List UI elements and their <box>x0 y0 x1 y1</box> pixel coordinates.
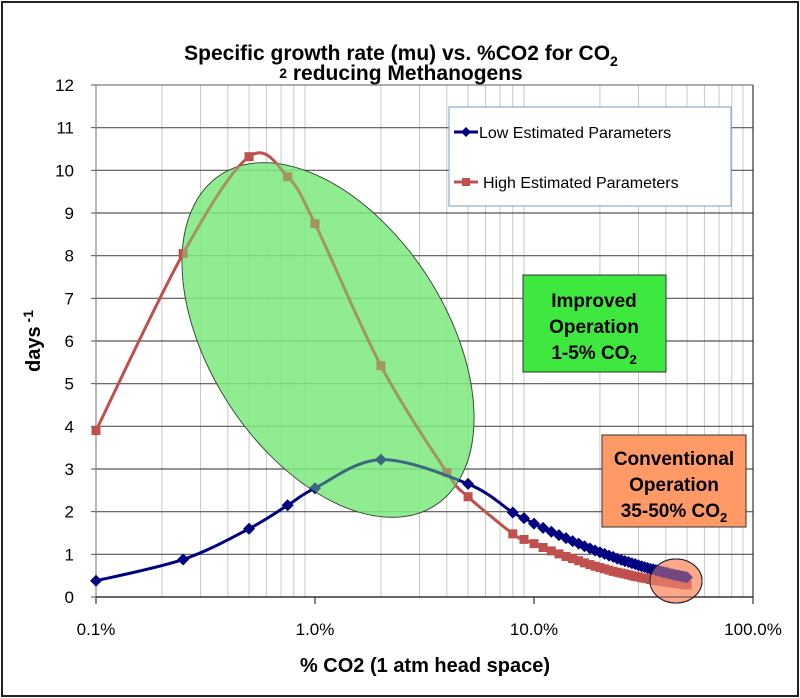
chart-title-line-2: 2 reducing Methanogens <box>279 62 522 85</box>
y-tick-label: 6 <box>65 332 74 351</box>
data-point <box>554 549 564 559</box>
data-point <box>281 499 294 512</box>
diamond-marker-icon <box>461 127 471 137</box>
x-axis-title: % CO2 (1 atm head space) <box>300 655 550 677</box>
conventional-operation-box <box>601 434 747 528</box>
data-point <box>177 553 190 566</box>
improved-line-3: 1-5% CO2 <box>551 343 636 367</box>
y-tick-label: 0 <box>65 588 74 607</box>
square-marker-icon <box>462 178 470 186</box>
conventional-line-3: 35-50% CO2 <box>621 501 728 525</box>
conventional-operation-note: Conventional Operation 35-50% CO2 <box>601 434 747 528</box>
conventional-operation-ellipse-tint <box>649 558 703 604</box>
data-point <box>538 543 548 553</box>
legend-item-low: Low Estimated Parameters <box>454 125 671 142</box>
data-point <box>561 551 571 561</box>
y-tick-label: 12 <box>55 76 74 95</box>
improved-operation-note: Improved Operation 1-5% CO2 <box>522 274 667 373</box>
data-point <box>90 574 102 587</box>
x-tick-label: 0.1% <box>77 620 116 639</box>
y-tick-label: 7 <box>65 289 74 308</box>
data-point <box>528 517 540 530</box>
series-high <box>91 151 692 590</box>
x-tick-label: 100.0% <box>724 620 782 639</box>
y-axis-title: days-1 <box>20 310 45 372</box>
improved-operation-ellipse <box>181 162 475 518</box>
improved-line-2: Operation <box>549 317 639 338</box>
improved-operation-box <box>522 274 667 373</box>
data-point <box>517 512 530 525</box>
y-tick-label: 1 <box>65 545 74 564</box>
data-point <box>283 172 293 182</box>
legend-label-high: High Estimated Parameters <box>483 175 679 192</box>
data-point <box>376 361 386 371</box>
legend-label-low: Low Estimated Parameters <box>479 125 671 142</box>
data-point <box>463 492 473 502</box>
data-point <box>178 249 188 259</box>
conventional-line-1: Conventional <box>614 449 734 470</box>
data-point <box>442 467 452 477</box>
y-tick-label: 2 <box>65 503 74 522</box>
x-tick-label: 1.0% <box>296 620 335 639</box>
data-point <box>537 521 550 534</box>
ellipse-overlays <box>182 162 703 604</box>
y-tick-label: 3 <box>65 460 74 479</box>
data-point <box>590 561 600 571</box>
series-group <box>90 151 694 590</box>
data-point <box>508 529 518 539</box>
y-tick-label: 5 <box>65 375 74 394</box>
y-tick-label: 9 <box>65 204 74 223</box>
data-point <box>91 426 101 436</box>
data-point <box>529 539 539 549</box>
data-point <box>681 571 694 584</box>
y-tick-label: 11 <box>56 119 74 138</box>
data-point <box>682 580 692 590</box>
data-point <box>244 152 254 162</box>
data-point <box>574 556 584 566</box>
data-point <box>579 558 589 568</box>
data-point <box>374 453 387 466</box>
data-point <box>462 477 475 490</box>
chart-title-line-1: Specific growth rate (mu) vs. %CO2 for C… <box>184 42 618 69</box>
data-point <box>506 506 519 519</box>
data-point <box>568 554 578 564</box>
data-point <box>595 563 605 573</box>
legend-item-high: High Estimated Parameters <box>454 175 679 192</box>
y-tick-label: 4 <box>65 417 74 436</box>
data-point <box>519 534 529 544</box>
legend: Low Estimated Parameters High Estimated … <box>448 106 732 207</box>
data-point <box>546 546 556 556</box>
data-point <box>309 482 321 495</box>
improved-operation-ellipse-tint <box>182 162 474 518</box>
conventional-line-2: Operation <box>629 475 719 496</box>
x-tick-label: 10.0% <box>510 620 558 639</box>
improved-line-1: Improved <box>551 291 637 312</box>
y-tick-label: 8 <box>65 247 74 266</box>
data-point <box>310 219 320 229</box>
y-tick-label: 10 <box>55 161 74 180</box>
data-point <box>585 560 595 570</box>
series-low <box>90 453 694 587</box>
legend-box <box>448 106 732 207</box>
data-point <box>243 522 256 535</box>
